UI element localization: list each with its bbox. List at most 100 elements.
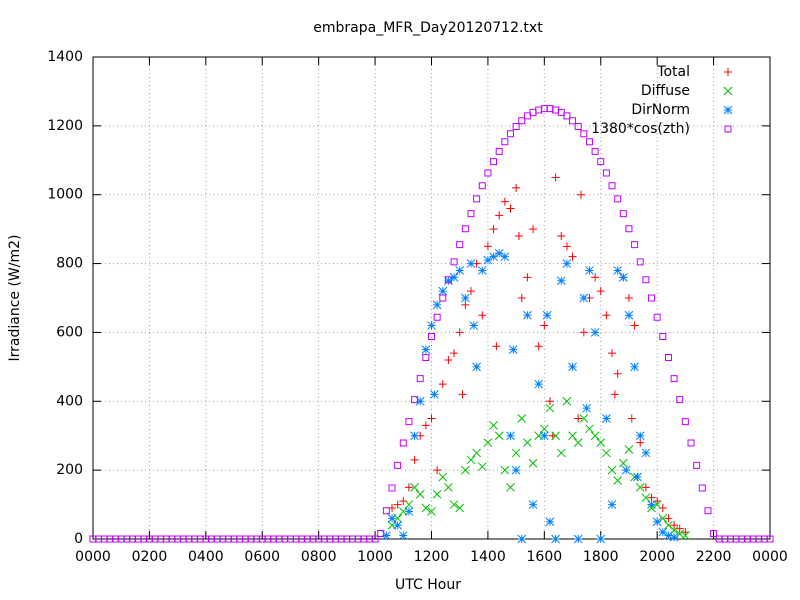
square-marker <box>461 225 469 233</box>
square-marker <box>484 169 492 177</box>
square-marker <box>625 225 633 233</box>
square-marker <box>405 418 413 426</box>
point <box>641 448 651 458</box>
square-marker <box>478 182 486 190</box>
square-marker <box>614 195 622 203</box>
x-tick-label: 1600 <box>527 549 563 565</box>
point <box>613 266 623 275</box>
point <box>723 86 733 96</box>
square-marker <box>394 461 402 469</box>
point <box>393 500 402 509</box>
square-marker <box>585 138 593 146</box>
point <box>469 321 479 330</box>
square-marker <box>382 507 390 515</box>
point <box>404 483 413 492</box>
point <box>483 438 493 447</box>
point <box>511 448 521 458</box>
square-marker <box>608 182 616 190</box>
point <box>477 462 487 472</box>
point <box>466 259 476 268</box>
point <box>472 362 481 372</box>
x-tick-label: 1400 <box>470 549 506 565</box>
square-marker <box>704 507 712 515</box>
point <box>573 534 583 544</box>
point <box>529 225 538 234</box>
square-marker <box>416 375 424 383</box>
point <box>562 259 572 268</box>
point <box>410 431 419 441</box>
point <box>466 287 475 296</box>
point <box>492 342 501 351</box>
point <box>590 431 600 441</box>
point <box>387 513 397 523</box>
point <box>421 345 431 354</box>
point <box>506 204 515 213</box>
point <box>664 514 673 523</box>
square-marker <box>642 276 650 284</box>
point <box>429 390 439 399</box>
point <box>724 68 732 76</box>
point <box>551 431 560 441</box>
point <box>618 272 628 282</box>
point <box>427 414 436 423</box>
point <box>607 500 617 509</box>
point <box>444 276 453 286</box>
point <box>455 328 464 337</box>
point <box>495 211 504 220</box>
point <box>562 242 571 251</box>
point <box>647 500 656 509</box>
point <box>602 414 611 423</box>
square-marker <box>693 461 701 469</box>
point <box>508 345 518 354</box>
square-marker <box>467 210 475 218</box>
x-tick-label: 0400 <box>188 549 224 565</box>
point <box>635 431 645 441</box>
point <box>624 310 634 320</box>
square-marker <box>506 130 514 138</box>
point <box>421 421 430 430</box>
legend-label: Diffuse <box>641 83 690 99</box>
y-tick-label: 0 <box>74 531 83 547</box>
point <box>562 396 572 406</box>
point <box>723 105 733 115</box>
square-marker <box>501 138 509 146</box>
point <box>506 483 515 492</box>
point <box>432 300 442 310</box>
point <box>489 225 498 234</box>
square-marker <box>371 535 379 543</box>
point <box>415 489 425 499</box>
y-tick-label: 400 <box>56 393 83 409</box>
square-marker <box>659 333 667 341</box>
point <box>427 507 436 516</box>
point <box>494 431 504 441</box>
square-marker <box>529 108 537 116</box>
point <box>540 321 549 330</box>
square-marker <box>422 354 430 362</box>
point <box>675 529 685 539</box>
point <box>427 321 436 330</box>
point <box>596 438 606 447</box>
chart-title: embrapa_MFR_Day20120712.txt <box>313 20 543 36</box>
point <box>534 342 543 351</box>
plot-frame <box>92 56 771 540</box>
x-tick-label: 1200 <box>414 549 450 565</box>
point <box>489 252 498 262</box>
point <box>545 397 554 406</box>
point <box>483 255 493 265</box>
point <box>579 293 589 303</box>
point <box>432 489 442 499</box>
point <box>545 517 555 527</box>
point <box>630 362 639 372</box>
point <box>455 503 465 513</box>
y-axis-label: Irradiance (W/m2) <box>7 235 23 362</box>
point <box>483 242 492 251</box>
point <box>635 483 645 492</box>
point <box>647 493 656 502</box>
point <box>607 465 617 475</box>
point <box>393 520 403 530</box>
square-marker <box>433 313 441 321</box>
point <box>433 466 442 475</box>
point <box>613 369 622 378</box>
square-marker <box>580 130 588 138</box>
